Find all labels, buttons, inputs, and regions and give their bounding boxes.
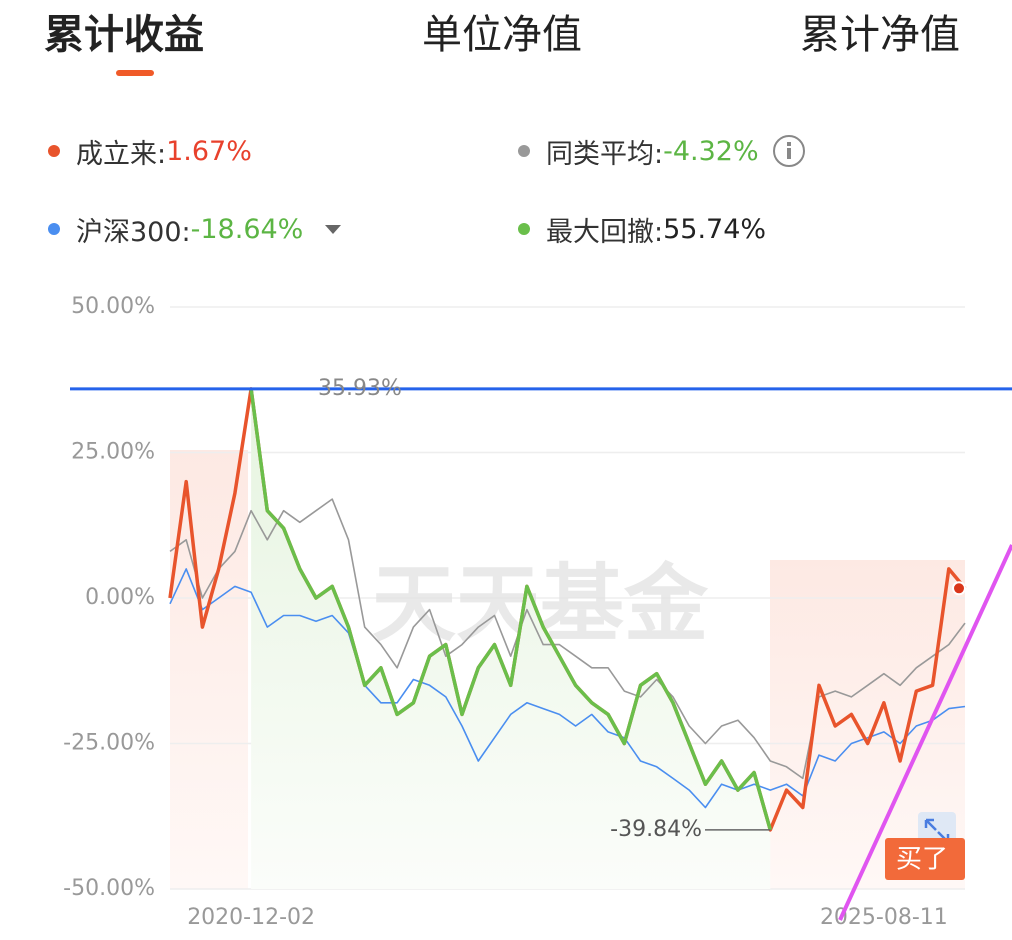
info-glyph <box>786 148 791 159</box>
legend-label: 最大回撤: <box>546 216 664 248</box>
legend-label: 同类平均: <box>546 138 664 170</box>
y-tick-label: -25.00% <box>63 731 155 756</box>
legend-value: -4.32% <box>663 135 759 167</box>
y-tick-label: 25.00% <box>71 440 155 465</box>
legend-value: 1.67% <box>166 135 252 167</box>
legend-item: 同类平均: -4.32% <box>518 132 848 170</box>
tab[interactable]: 单位净值 <box>422 12 582 58</box>
end-dot <box>952 581 966 596</box>
legend-dot <box>48 223 60 235</box>
legend-dot <box>518 223 530 235</box>
legend-item: 成立来: 1.67% <box>48 132 518 170</box>
shade <box>170 450 248 889</box>
tab-indicator <box>116 70 154 76</box>
y-tick-label: 0.00% <box>85 585 155 610</box>
x-tick-label: 2020-12-02 <box>187 905 315 930</box>
drawdown-area <box>251 388 771 889</box>
legend-dot <box>48 145 60 157</box>
dropdown-arrow[interactable] <box>325 224 342 234</box>
legend-dot <box>518 145 530 157</box>
legend-value: -18.64% <box>190 213 304 245</box>
legend-label: 成立来: <box>76 138 167 170</box>
overlay-line <box>838 544 1012 921</box>
series-line <box>169 498 966 780</box>
info-icon[interactable] <box>772 135 805 167</box>
legend-item: 沪深300: -18.64% <box>48 210 518 248</box>
y-tick-label: -50.00% <box>63 876 155 901</box>
series-line <box>249 388 772 831</box>
legend: 成立来: 1.67% 同类平均: -4.32% 沪深300: -18.64% 最大回撤: 55… <box>48 132 848 248</box>
legend-label: 沪深300: <box>76 216 191 248</box>
expand-glyph <box>924 818 950 844</box>
buy-badge-text: 买了 <box>896 845 948 875</box>
tab[interactable]: 累计净值 <box>800 12 960 58</box>
series-line <box>169 568 966 809</box>
min-label: -39.84% <box>610 817 702 842</box>
buy-badge[interactable] <box>885 838 965 880</box>
y-tick-label: 50.00% <box>71 294 155 319</box>
max-label: 35.93% <box>318 376 402 401</box>
info-glyph <box>786 142 791 146</box>
legend-item: 最大回撤: 55.74% <box>518 210 848 248</box>
legend-value: 55.74% <box>663 213 767 245</box>
tab[interactable]: 累计收益 <box>44 12 204 58</box>
